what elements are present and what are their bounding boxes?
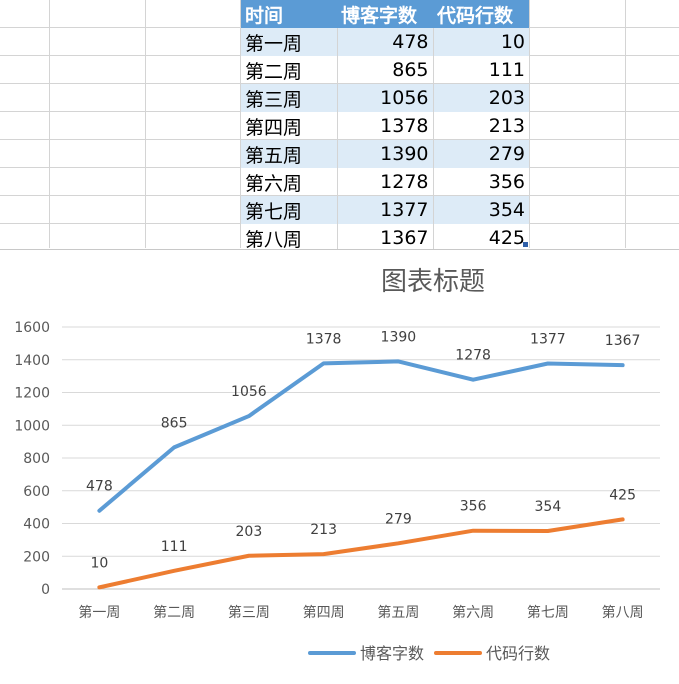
table-row: 第四周 1378 213 (241, 112, 529, 140)
header-cell[interactable]: 时间 (241, 0, 337, 28)
table-cell[interactable]: 第五周 (241, 140, 338, 168)
y-tick-label: 200 (23, 549, 50, 565)
table-row: 第八周 1367 425 (241, 224, 529, 252)
chart-title[interactable]: 图表标题 (380, 267, 485, 297)
spreadsheet-area: 时间 博客字数 代码行数 第一周 478 10 第二周 865 111 第三周 … (0, 0, 679, 252)
data-label: 865 (161, 415, 188, 431)
table-cell[interactable]: 第一周 (241, 28, 338, 56)
table-cell[interactable]: 1278 (337, 168, 434, 196)
table-cell[interactable]: 1390 (337, 140, 434, 168)
y-tick-label: 1600 (14, 320, 50, 336)
line-chart: 0 200 400 600 800 1000 1200 1400 1600 第一周 第二周 第三周 第四… (14, 320, 660, 663)
table-row: 第六周 1278 356 (241, 168, 529, 196)
table-cell[interactable]: 第八周 (241, 224, 338, 252)
y-tick-label: 1200 (14, 386, 50, 402)
y-tick-label: 600 (23, 484, 50, 500)
data-label: 354 (535, 499, 562, 515)
y-tick-label: 800 (23, 451, 50, 467)
legend-label: 代码行数 (486, 644, 550, 663)
series-line-2 (97, 517, 625, 590)
data-label: 1377 (530, 332, 566, 348)
table-cell[interactable]: 111 (488, 59, 525, 81)
table-cell[interactable]: 1377 (337, 196, 434, 224)
data-label: 478 (86, 479, 113, 495)
table-cell[interactable]: 第三周 (241, 84, 338, 112)
table-row: 第三周 1056 203 (241, 84, 529, 112)
table-cell[interactable]: 203 (433, 84, 529, 112)
data-label: 1390 (381, 329, 417, 345)
x-tick-label: 第五周 (377, 604, 419, 621)
header-cell[interactable]: 博客字数 (337, 0, 433, 28)
table-cell[interactable]: 第四周 (241, 112, 338, 140)
table-cell[interactable]: 1056 (337, 84, 434, 112)
table-cell[interactable]: 10 (433, 28, 529, 56)
table-cell[interactable]: 354 (433, 196, 529, 224)
table-cell[interactable]: 213 (488, 115, 525, 137)
x-tick-label: 第四周 (303, 604, 345, 621)
table-cell[interactable]: 356 (488, 171, 525, 193)
table-row: 第五周 1390 279 (241, 140, 529, 168)
series-line-1 (97, 359, 625, 513)
table-row: 第二周 865 111 (241, 56, 529, 84)
table-cell[interactable]: 279 (433, 140, 529, 168)
header-cell[interactable]: 代码行数 (433, 0, 529, 28)
column-gridline (240, 0, 241, 248)
x-tick-label: 第一周 (78, 604, 120, 621)
data-label: 111 (161, 539, 188, 555)
table-cell[interactable]: 478 (337, 28, 434, 56)
x-tick-label: 第六周 (452, 604, 494, 621)
x-tick-label: 第七周 (527, 604, 569, 621)
data-label: 356 (460, 499, 487, 515)
data-label: 1378 (306, 331, 342, 347)
data-label: 203 (236, 524, 263, 540)
table-row: 第一周 478 10 (241, 28, 529, 56)
column-gridline (529, 0, 530, 248)
table-cell[interactable]: 第二周 (241, 56, 338, 84)
x-tick-label: 第三周 (228, 604, 270, 621)
selection-fill-handle[interactable] (523, 242, 528, 247)
data-table: 时间 博客字数 代码行数 第一周 478 10 第二周 865 111 第三周 … (241, 0, 529, 252)
column-gridline (625, 0, 626, 248)
data-label: 1056 (231, 384, 267, 400)
y-tick-label: 0 (41, 582, 50, 598)
data-label: 425 (609, 487, 636, 503)
column-gridline (49, 0, 50, 248)
data-label: 1367 (605, 333, 641, 349)
x-tick-label: 第八周 (602, 604, 644, 621)
data-label: 10 (90, 555, 108, 571)
table-cell[interactable]: 第七周 (241, 196, 338, 224)
table-cell[interactable]: 1367 (337, 224, 434, 252)
x-tick-label: 第二周 (153, 604, 195, 621)
data-label: 213 (310, 522, 337, 538)
chart-object[interactable]: 图表标题 0 200 400 600 800 1000 1200 1400 1600 第一周 第二周… (0, 249, 679, 684)
y-tick-label: 1400 (14, 353, 50, 369)
table-cell[interactable]: 1378 (337, 112, 434, 140)
column-gridline (145, 0, 146, 248)
table-cell[interactable]: 865 (337, 56, 434, 84)
data-label: 1278 (455, 348, 491, 364)
table-cell[interactable]: 425 (488, 227, 525, 249)
table-cell[interactable]: 第六周 (241, 168, 338, 196)
data-label: 279 (385, 511, 412, 527)
table-row: 第七周 1377 354 (241, 196, 529, 224)
table-header-row: 时间 博客字数 代码行数 (241, 0, 529, 28)
y-tick-label: 1000 (14, 418, 50, 434)
y-tick-label: 400 (23, 517, 50, 533)
legend-label: 博客字数 (360, 644, 424, 663)
